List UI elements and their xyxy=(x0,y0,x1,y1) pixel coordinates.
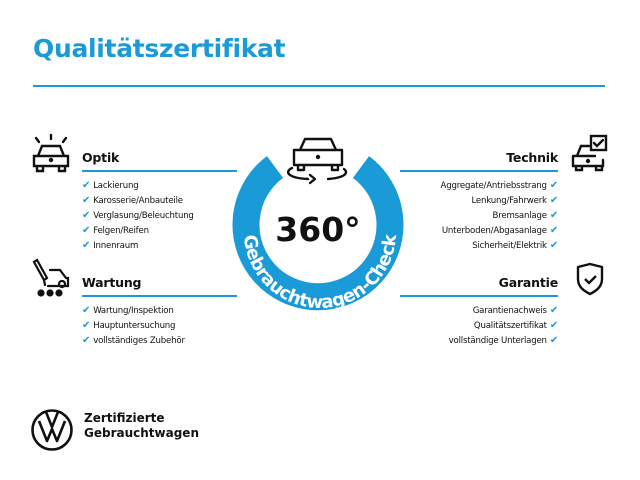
check-item-label: Unterboden/Abgasanlage xyxy=(441,226,547,236)
section-heading: Optik xyxy=(82,150,120,165)
check-item: ✔ Karosserie/Anbauteile xyxy=(82,193,237,208)
check-icon: ✔ xyxy=(549,240,558,251)
service-tools-icon xyxy=(32,258,70,297)
check-item-label: Garantienachweis xyxy=(472,306,547,316)
section-wartung: Wartung ✔ Wartung/Inspektion ✔ Hauptuntersu… xyxy=(82,275,237,348)
check-icon: ✔ xyxy=(549,210,558,221)
footer-line1: Zertifizierte xyxy=(84,411,165,425)
check-icon: ✔ xyxy=(549,180,558,191)
check-icon: ✔ xyxy=(82,210,91,221)
check-item: ✔ Verglasung/Beleuchtung xyxy=(82,208,237,223)
check-item-label: Hauptuntersuchung xyxy=(93,321,176,331)
check-item-label: Bremsanlage xyxy=(492,211,547,221)
check-item: ✔ vollständiges Zubehör xyxy=(82,333,237,348)
check-item-label: Lenkung/Fahrwerk xyxy=(471,196,547,206)
section-heading: Garantie xyxy=(498,275,559,290)
check-item: Aggregate/Antriebsstrang ✔ xyxy=(400,178,559,193)
check-icon: ✔ xyxy=(82,240,91,251)
car-lights-icon xyxy=(32,133,70,173)
check-item: Bremsanlage ✔ xyxy=(400,208,559,223)
check-item: ✔ Hauptuntersuchung xyxy=(82,318,237,333)
check-item: Sicherheit/Elektrik ✔ xyxy=(400,238,558,253)
section-optik: Optik ✔ Lackierung ✔ Karosserie/Anbauteile ✔… xyxy=(82,150,237,253)
section-technik: Technik Aggregate/Antriebsstrang ✔ Lenkung… xyxy=(400,150,558,253)
section-heading: Technik xyxy=(506,150,558,165)
check-item-label: Sicherheit/Elektrik xyxy=(472,241,547,251)
center-value: 360° xyxy=(275,210,361,249)
check-icon: ✔ xyxy=(82,305,91,316)
check-item-label: Qualitätszertifikat xyxy=(473,321,547,331)
vw-logo xyxy=(31,409,73,451)
check-item: Qualitätszertifikat ✔ xyxy=(400,318,558,333)
check-item: Lenkung/Fahrwerk ✔ xyxy=(400,193,558,208)
check-icon: ✔ xyxy=(82,225,91,236)
ring-arc xyxy=(232,156,404,311)
section-divider xyxy=(82,295,237,297)
check-item-label: Lackierung xyxy=(93,181,139,191)
check-item: Garantienachweis ✔ xyxy=(400,303,558,318)
check-icon: ✔ xyxy=(82,195,91,206)
car-checkbox-icon xyxy=(571,134,608,172)
page-title: Qualitätszertifikat xyxy=(33,34,286,63)
check-item-label: Innenraum xyxy=(93,241,139,251)
check-item-label: vollständiges Zubehör xyxy=(93,336,185,346)
shield-check-icon xyxy=(576,262,604,296)
check-item: ✔ Innenraum xyxy=(82,238,237,253)
check-item: Unterboden/Abgasanlage ✔ xyxy=(400,223,558,238)
check-icon: ✔ xyxy=(82,320,91,331)
check-item-label: Karosserie/Anbauteile xyxy=(93,196,183,206)
check-item-label: Felgen/Reifen xyxy=(93,226,149,236)
check-item-label: vollständige Unterlagen xyxy=(448,336,547,346)
check-icon: ✔ xyxy=(82,335,91,346)
check-item-label: Aggregate/Antriebsstrang xyxy=(440,181,547,191)
section-divider xyxy=(400,170,558,172)
footer-brand: Zertifizierte Gebrauchtwagen xyxy=(84,411,199,441)
check-item-label: Verglasung/Beleuchtung xyxy=(93,211,194,221)
check-icon: ✔ xyxy=(82,180,91,191)
footer-line2: Gebrauchtwagen xyxy=(84,426,199,440)
title-divider xyxy=(33,85,605,87)
check-item: ✔ Wartung/Inspektion xyxy=(82,303,237,318)
car-rotate-icon xyxy=(287,137,348,185)
section-garantie: Garantie Garantienachweis ✔ Qualitätszerti… xyxy=(400,275,558,348)
check-icon: ✔ xyxy=(549,320,558,331)
check-icon: ✔ xyxy=(549,195,558,206)
check-item: ✔ Lackierung xyxy=(82,178,237,193)
section-divider xyxy=(82,170,237,172)
check-icon: ✔ xyxy=(549,305,558,316)
section-divider xyxy=(400,295,558,297)
section-heading: Wartung xyxy=(82,275,142,290)
check-item: ✔ Felgen/Reifen xyxy=(82,223,237,238)
check-icon: ✔ xyxy=(549,225,558,236)
check-item: vollständige Unterlagen ✔ xyxy=(400,333,559,348)
check-item-label: Wartung/Inspektion xyxy=(93,306,174,316)
check-icon: ✔ xyxy=(549,335,558,346)
